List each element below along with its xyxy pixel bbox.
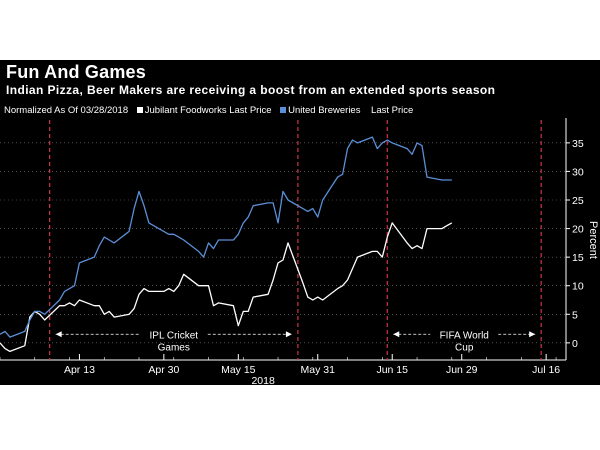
series-line bbox=[0, 136, 452, 338]
line-chart: 0 5 10 15 20 25 30 35 Percent Apr 13 Apr 30 May 15 M… bbox=[0, 118, 599, 385]
annotation-label: Games bbox=[158, 342, 190, 353]
chart-subtitle: Indian Pizza, Beer Makers are receiving … bbox=[6, 83, 496, 97]
legend-item-jubilant: Jubilant Foodworks Last Price bbox=[136, 105, 272, 116]
y-tick-label: 0 bbox=[572, 338, 578, 350]
legend-swatch-jubilant bbox=[136, 107, 143, 113]
y-tick-label: 5 bbox=[572, 309, 578, 321]
annotation-label: Cup bbox=[455, 342, 474, 353]
chart-title: Fun And Games bbox=[6, 62, 146, 82]
annotation-arrowhead bbox=[529, 331, 536, 338]
y-axis-label: Percent bbox=[587, 221, 599, 259]
series-line bbox=[0, 222, 453, 353]
x-tick-label: May 15 bbox=[221, 364, 256, 376]
y-tick-label: 25 bbox=[572, 195, 584, 207]
annotation-label: IPL Cricket bbox=[150, 330, 199, 341]
legend-label-united: United Breweries bbox=[288, 105, 361, 116]
legend-swatch-united bbox=[280, 107, 287, 113]
annotation-arrowhead bbox=[55, 331, 62, 338]
x-tick-label: Jul 16 bbox=[532, 364, 560, 376]
y-tick-label: 35 bbox=[572, 138, 584, 150]
chart-panel: Fun And Games Indian Pizza, Beer Makers … bbox=[0, 60, 600, 385]
x-tick-label: Apr 30 bbox=[148, 364, 179, 376]
legend: Normalized As Of 03/28/2018 Jubilant Foo… bbox=[4, 105, 419, 116]
x-tick-label: Jun 29 bbox=[446, 364, 478, 376]
x-tick-label: May 31 bbox=[301, 364, 336, 376]
annotation-label: FIFA World bbox=[440, 330, 489, 341]
legend-item-united: United Breweries Last Price bbox=[280, 105, 413, 116]
y-tick-label: 30 bbox=[572, 166, 584, 178]
x-tick-label: Apr 13 bbox=[64, 364, 95, 376]
legend-label-jubilant: Jubilant Foodworks Last Price bbox=[144, 105, 272, 116]
annotation-arrowhead bbox=[285, 331, 292, 338]
x-tick-label: Jun 15 bbox=[376, 364, 408, 376]
legend-note: Normalized As Of 03/28/2018 bbox=[4, 105, 129, 116]
x-year-label: 2018 bbox=[251, 375, 275, 385]
y-tick-label: 10 bbox=[572, 281, 584, 293]
y-tick-label: 20 bbox=[572, 224, 584, 236]
legend-label-united-suffix: Last Price bbox=[371, 105, 414, 116]
y-tick-label: 15 bbox=[572, 252, 584, 264]
annotation-arrowhead bbox=[393, 331, 400, 338]
